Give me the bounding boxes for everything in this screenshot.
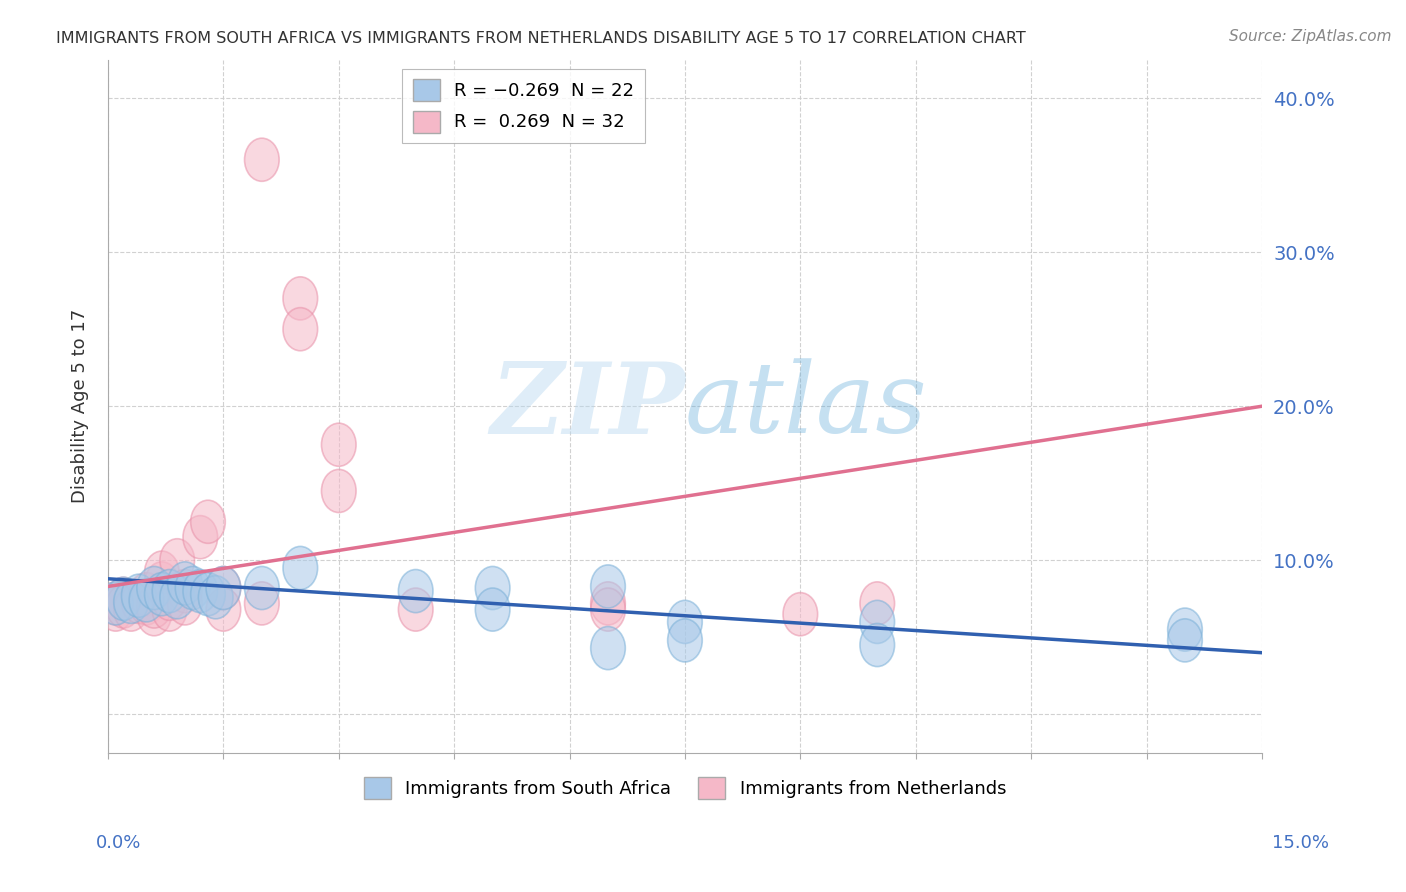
Ellipse shape — [245, 582, 280, 625]
Ellipse shape — [398, 569, 433, 613]
Ellipse shape — [207, 566, 240, 609]
Ellipse shape — [114, 588, 149, 632]
Ellipse shape — [183, 516, 218, 558]
Ellipse shape — [475, 566, 510, 609]
Ellipse shape — [160, 575, 194, 619]
Ellipse shape — [129, 573, 163, 615]
Ellipse shape — [145, 551, 179, 594]
Ellipse shape — [129, 582, 163, 625]
Ellipse shape — [591, 582, 626, 625]
Ellipse shape — [322, 423, 356, 467]
Ellipse shape — [167, 569, 202, 613]
Ellipse shape — [191, 500, 225, 543]
Ellipse shape — [198, 575, 233, 619]
Ellipse shape — [152, 588, 187, 632]
Text: atlas: atlas — [685, 359, 928, 454]
Ellipse shape — [136, 592, 172, 636]
Ellipse shape — [145, 573, 179, 615]
Ellipse shape — [475, 588, 510, 632]
Ellipse shape — [145, 562, 179, 605]
Ellipse shape — [591, 565, 626, 608]
Ellipse shape — [207, 566, 240, 609]
Y-axis label: Disability Age 5 to 17: Disability Age 5 to 17 — [72, 310, 89, 503]
Ellipse shape — [283, 308, 318, 351]
Ellipse shape — [167, 562, 202, 605]
Ellipse shape — [136, 566, 172, 609]
Ellipse shape — [98, 582, 134, 625]
Ellipse shape — [591, 588, 626, 632]
Ellipse shape — [105, 577, 141, 620]
Text: 0.0%: 0.0% — [96, 834, 141, 852]
Ellipse shape — [1167, 619, 1202, 662]
Text: IMMIGRANTS FROM SOUTH AFRICA VS IMMIGRANTS FROM NETHERLANDS DISABILITY AGE 5 TO : IMMIGRANTS FROM SOUTH AFRICA VS IMMIGRAN… — [56, 31, 1026, 46]
Ellipse shape — [176, 566, 209, 609]
Ellipse shape — [121, 581, 156, 624]
Ellipse shape — [191, 573, 225, 615]
Legend: Immigrants from South Africa, Immigrants from Netherlands: Immigrants from South Africa, Immigrants… — [356, 770, 1014, 806]
Ellipse shape — [283, 277, 318, 320]
Ellipse shape — [591, 626, 626, 670]
Ellipse shape — [152, 569, 187, 613]
Ellipse shape — [129, 579, 163, 622]
Ellipse shape — [668, 619, 702, 662]
Ellipse shape — [152, 577, 187, 620]
Text: ZIP: ZIP — [489, 358, 685, 455]
Ellipse shape — [98, 588, 134, 632]
Ellipse shape — [398, 588, 433, 632]
Ellipse shape — [105, 585, 141, 628]
Ellipse shape — [245, 566, 280, 609]
Ellipse shape — [121, 574, 156, 617]
Ellipse shape — [98, 582, 134, 625]
Ellipse shape — [136, 585, 172, 628]
Ellipse shape — [860, 600, 894, 643]
Ellipse shape — [183, 569, 218, 613]
Ellipse shape — [860, 624, 894, 666]
Ellipse shape — [1167, 608, 1202, 651]
Ellipse shape — [322, 469, 356, 513]
Ellipse shape — [207, 588, 240, 632]
Text: 15.0%: 15.0% — [1271, 834, 1329, 852]
Text: Source: ZipAtlas.com: Source: ZipAtlas.com — [1229, 29, 1392, 44]
Ellipse shape — [167, 582, 202, 625]
Ellipse shape — [783, 592, 818, 636]
Ellipse shape — [245, 138, 280, 181]
Ellipse shape — [668, 600, 702, 643]
Ellipse shape — [114, 581, 149, 624]
Ellipse shape — [860, 582, 894, 625]
Ellipse shape — [160, 539, 194, 582]
Ellipse shape — [283, 547, 318, 590]
Ellipse shape — [105, 577, 141, 620]
